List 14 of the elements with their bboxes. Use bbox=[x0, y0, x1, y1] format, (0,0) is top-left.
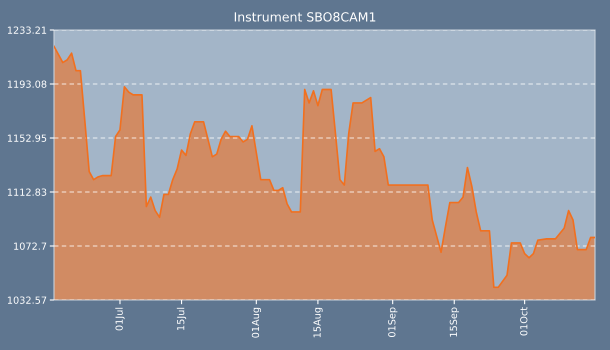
x-tick-label: 15Aug bbox=[313, 308, 323, 338]
y-tick-label: 1072.7 bbox=[14, 242, 46, 250]
x-tick-label: 15Jul bbox=[176, 308, 186, 330]
x-tick-label: 01Sep bbox=[388, 307, 398, 337]
y-tick-label: 1193.08 bbox=[8, 80, 46, 88]
chart-title: Instrument SBO8CAM1 bbox=[234, 12, 376, 22]
y-tick-label: 1233.21 bbox=[8, 26, 46, 34]
y-tick-label: 1032.57 bbox=[8, 296, 46, 304]
x-tick-label: 01Aug bbox=[252, 308, 262, 338]
y-tick-label: 1152.95 bbox=[8, 134, 46, 142]
y-tick-label: 1112.83 bbox=[8, 188, 46, 196]
x-tick-label: 01Oct bbox=[520, 307, 528, 336]
x-tick-label: 15Sep bbox=[450, 307, 459, 337]
x-tick-label: 01Jul bbox=[115, 308, 125, 330]
